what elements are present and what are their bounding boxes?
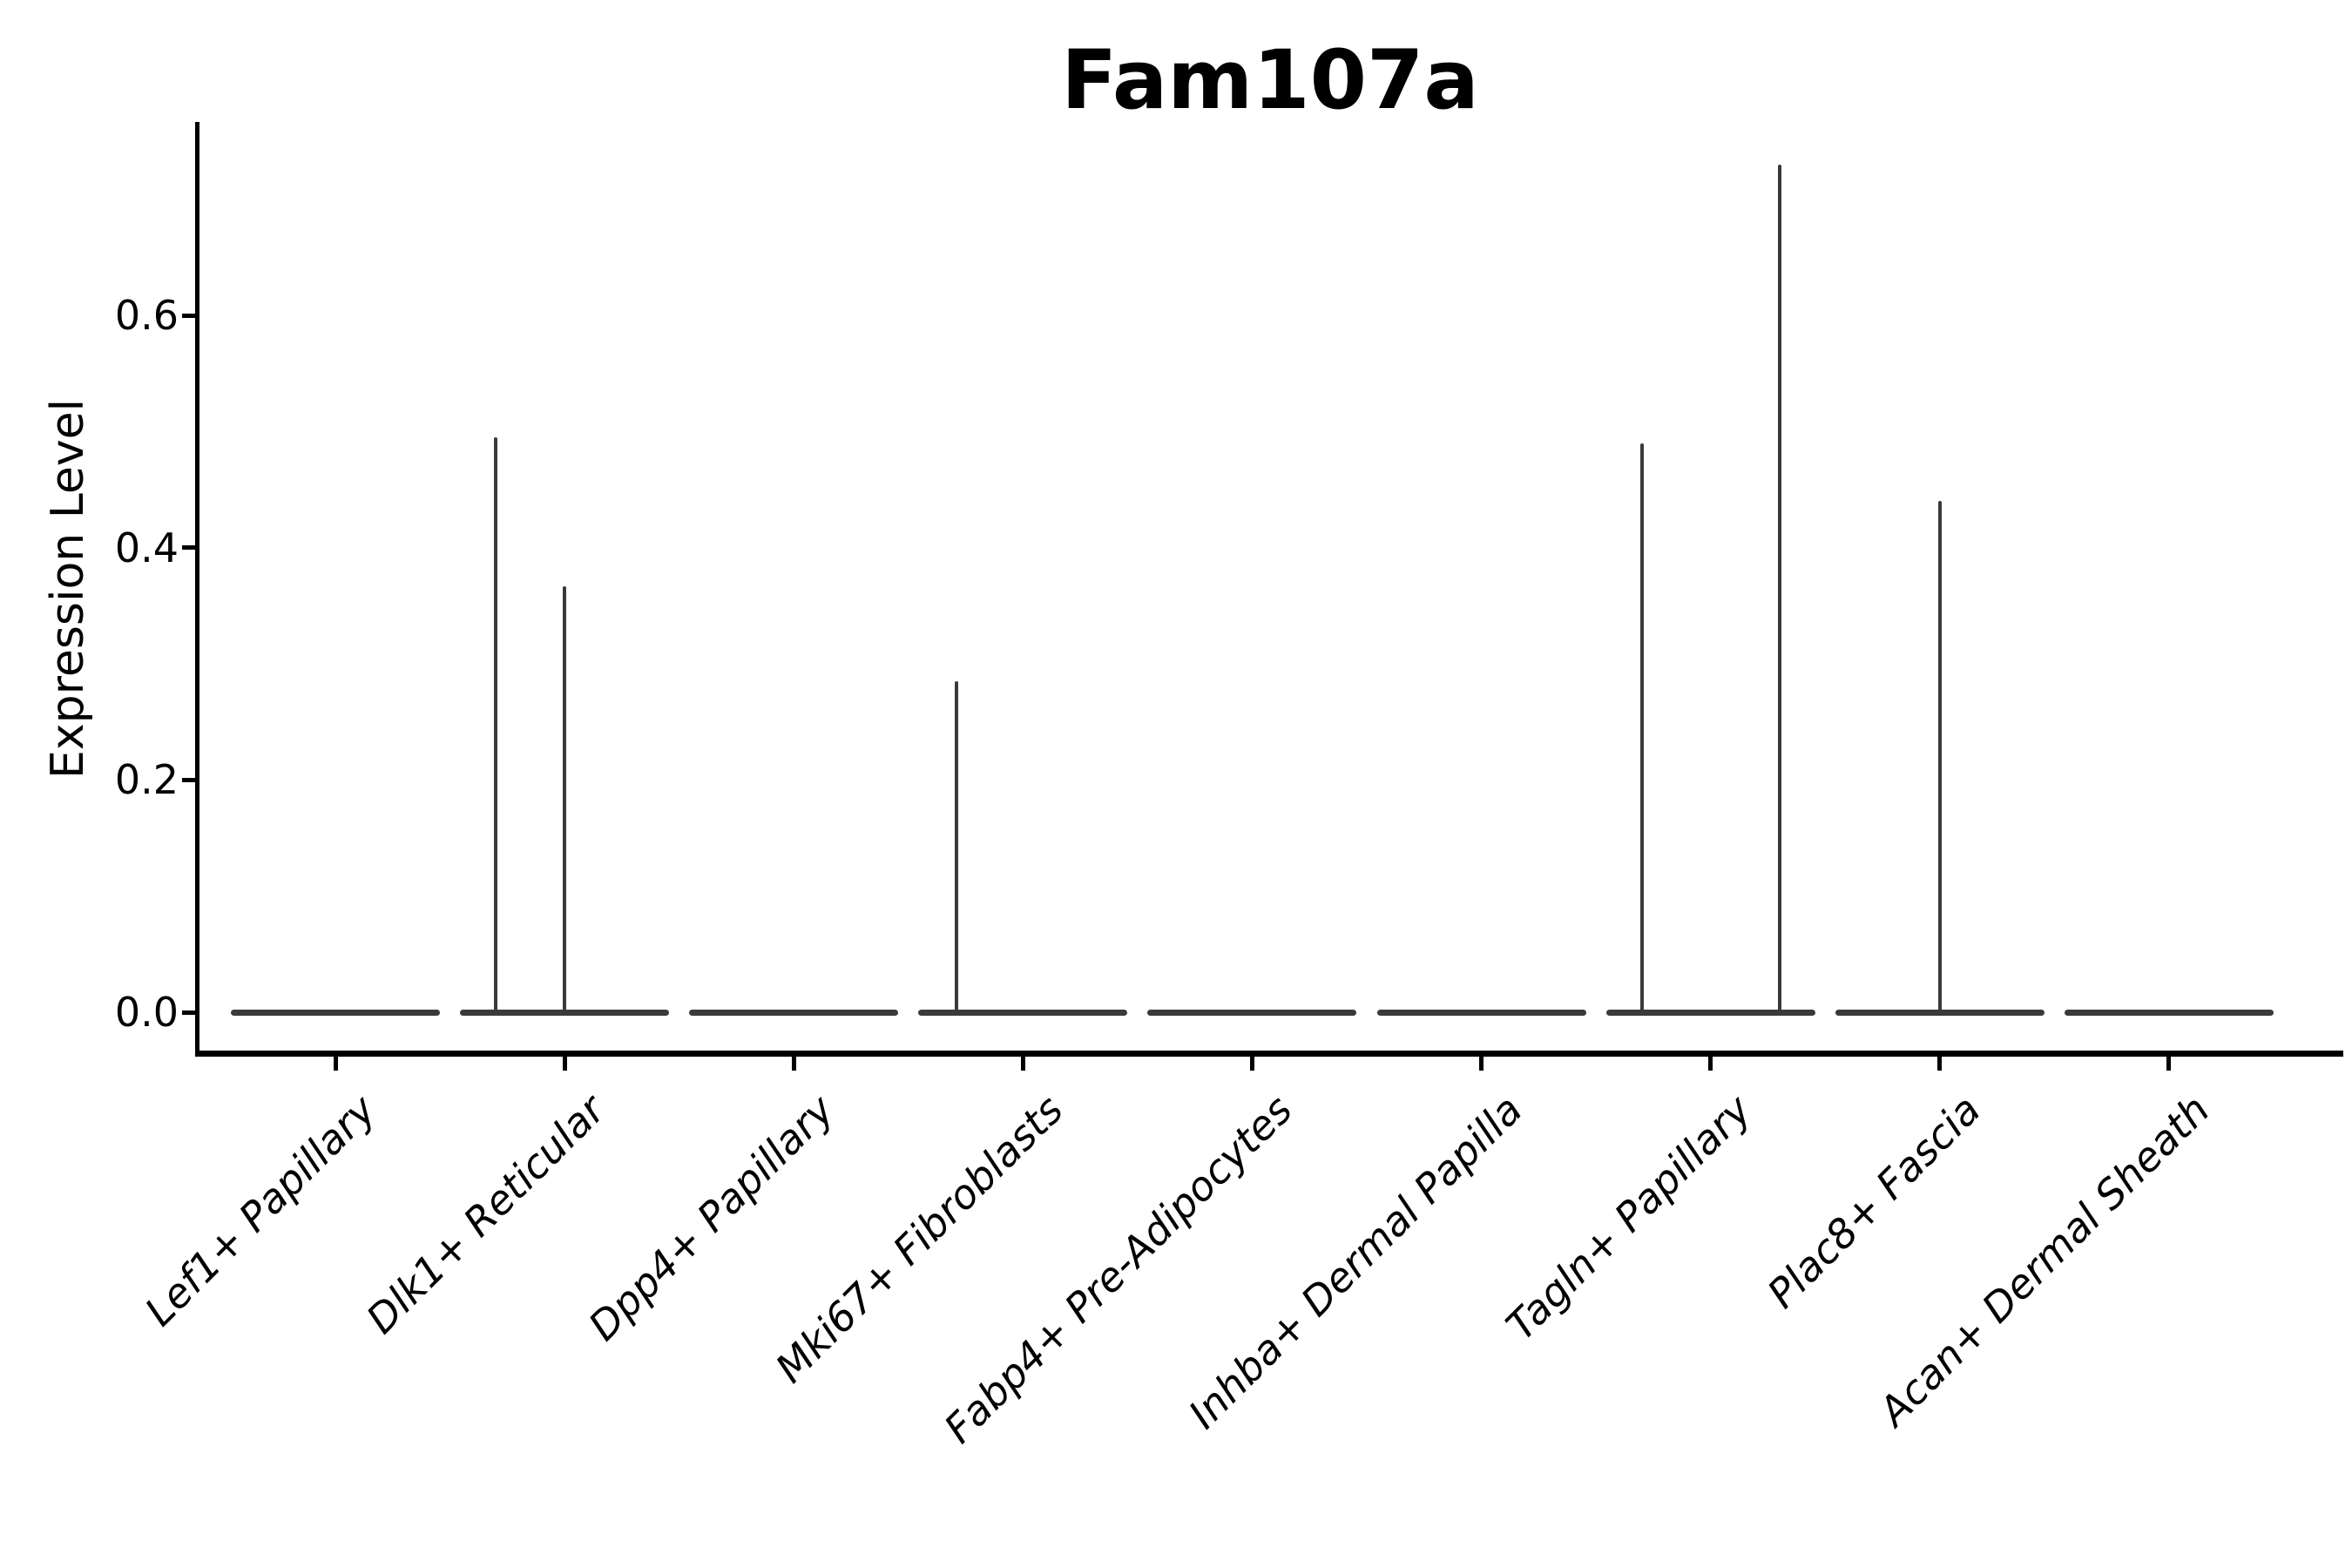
violin-spike	[1777, 164, 1781, 1012]
x-tick-mark	[791, 1057, 796, 1071]
violin-spike	[563, 585, 567, 1012]
y-tick-label: 0.6	[114, 292, 179, 340]
y-tick-mark	[182, 777, 196, 782]
x-tick-label: Lef1+ Papillary	[135, 1085, 385, 1335]
x-tick-mark	[333, 1057, 338, 1071]
violin-spike	[494, 437, 498, 1012]
x-tick-mark	[562, 1057, 567, 1071]
violin-baseline	[460, 1009, 670, 1016]
x-tick-label: Dpp4+ Papillary	[579, 1085, 843, 1350]
plot-title: Fam107a	[1061, 33, 1479, 128]
y-tick-label: 0.0	[114, 989, 179, 1036]
violin-baseline	[1835, 1009, 2044, 1016]
violin-baseline	[918, 1009, 1128, 1016]
x-tick-mark	[1937, 1057, 1943, 1071]
y-tick-mark	[182, 313, 196, 318]
y-tick-label: 0.4	[114, 524, 179, 571]
violin-baseline	[1376, 1009, 1586, 1016]
x-tick-label: Tagln+ Papillary	[1497, 1085, 1761, 1349]
x-tick-mark	[1020, 1057, 1025, 1071]
y-axis-line	[195, 122, 199, 1057]
x-tick-mark	[1708, 1057, 1713, 1071]
violin-spike	[1937, 501, 1942, 1012]
x-tick-mark	[2166, 1057, 2172, 1071]
x-tick-label: Dlk1+ Reticular	[357, 1085, 614, 1343]
y-tick-mark	[182, 1010, 196, 1015]
y-tick-label: 0.2	[114, 756, 179, 804]
violin-spike	[1639, 443, 1644, 1012]
y-axis-label: Expression Level	[42, 398, 94, 780]
violin-baseline	[1605, 1009, 1815, 1016]
x-tick-mark	[1249, 1057, 1254, 1071]
violin-baseline	[231, 1009, 440, 1016]
violin-spike	[955, 681, 958, 1012]
y-tick-mark	[182, 545, 196, 551]
violin-baseline	[689, 1009, 899, 1016]
x-tick-label: Plac8+ Fascia	[1758, 1085, 1990, 1317]
x-tick-mark	[1479, 1057, 1484, 1071]
x-axis-line	[195, 1051, 2343, 1057]
violin-baseline	[2064, 1009, 2274, 1016]
violin-baseline	[1147, 1009, 1357, 1016]
